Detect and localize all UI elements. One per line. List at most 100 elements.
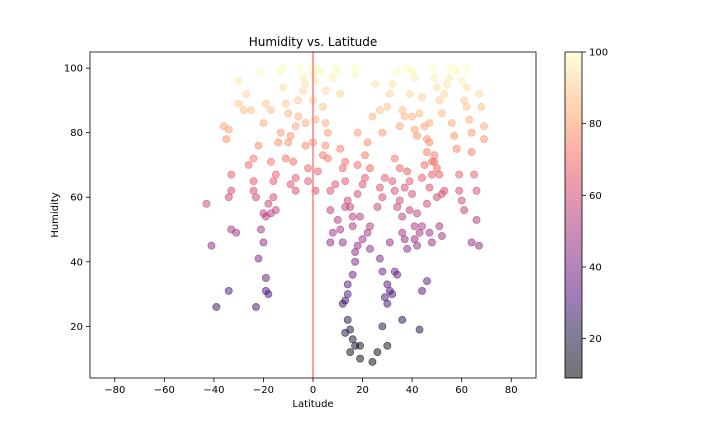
data-point bbox=[242, 90, 250, 98]
data-point bbox=[212, 303, 221, 311]
data-point bbox=[266, 106, 275, 114]
data-point bbox=[338, 299, 347, 308]
data-point bbox=[375, 254, 384, 263]
data-point bbox=[279, 64, 288, 73]
data-point bbox=[388, 80, 397, 89]
data-point bbox=[452, 67, 461, 76]
data-point bbox=[430, 151, 439, 160]
data-point bbox=[388, 290, 397, 298]
data-point bbox=[405, 177, 414, 186]
data-point bbox=[321, 119, 330, 127]
data-point bbox=[224, 193, 233, 202]
data-point bbox=[366, 244, 374, 253]
data-point bbox=[455, 186, 464, 195]
colorbar-tick-label: 60 bbox=[589, 191, 602, 202]
data-point bbox=[323, 128, 332, 137]
data-point bbox=[232, 228, 241, 237]
data-point bbox=[299, 86, 307, 95]
data-point bbox=[383, 341, 392, 350]
data-point bbox=[328, 73, 337, 82]
data-point bbox=[286, 132, 295, 140]
data-point bbox=[366, 164, 374, 173]
data-point bbox=[353, 190, 362, 198]
data-point bbox=[410, 235, 419, 244]
data-point bbox=[259, 238, 268, 247]
data-point bbox=[395, 122, 404, 131]
data-point bbox=[383, 102, 392, 111]
data-point bbox=[227, 170, 236, 179]
data-point bbox=[351, 70, 360, 79]
data-point bbox=[408, 112, 417, 121]
colorbar-tick-label: 80 bbox=[589, 119, 602, 130]
data-point bbox=[358, 180, 367, 189]
data-point bbox=[363, 228, 372, 237]
data-point bbox=[385, 238, 394, 247]
data-point bbox=[378, 322, 387, 331]
data-point bbox=[259, 119, 268, 127]
data-point bbox=[423, 148, 431, 156]
data-point bbox=[447, 119, 456, 127]
data-point bbox=[314, 167, 322, 176]
chart-title: Humidity vs. Latitude bbox=[249, 35, 378, 49]
data-point bbox=[423, 277, 431, 286]
data-point bbox=[380, 173, 389, 182]
data-point bbox=[425, 183, 434, 192]
data-point bbox=[301, 80, 310, 89]
data-point bbox=[271, 170, 280, 179]
data-point bbox=[351, 248, 360, 257]
y-tick-label: 80 bbox=[70, 128, 83, 139]
data-point bbox=[398, 106, 407, 114]
x-tick-label: 40 bbox=[406, 385, 419, 396]
data-point bbox=[336, 144, 345, 153]
data-point bbox=[351, 64, 360, 73]
data-point bbox=[413, 241, 421, 250]
data-point bbox=[425, 228, 434, 237]
data-point bbox=[264, 199, 273, 208]
data-point bbox=[358, 235, 367, 244]
data-point bbox=[415, 228, 424, 237]
data-point bbox=[388, 177, 397, 186]
data-point bbox=[435, 96, 444, 105]
data-point bbox=[304, 177, 312, 186]
data-point bbox=[460, 206, 469, 215]
x-tick-label: −80 bbox=[104, 385, 125, 396]
data-point bbox=[363, 138, 372, 147]
x-axis: −80 −60 −40 −20 0 20 40 60 80 bbox=[104, 378, 518, 396]
data-point bbox=[423, 135, 431, 144]
x-tick-label: 20 bbox=[356, 385, 369, 396]
data-point bbox=[390, 154, 399, 163]
data-point bbox=[294, 112, 303, 121]
data-point bbox=[375, 183, 384, 192]
data-point bbox=[343, 196, 352, 205]
data-point bbox=[234, 99, 243, 108]
y-tick-label: 60 bbox=[70, 193, 83, 204]
data-point bbox=[353, 161, 362, 169]
data-point bbox=[301, 141, 310, 150]
data-point bbox=[353, 241, 362, 250]
data-point bbox=[321, 141, 330, 150]
data-point bbox=[403, 167, 412, 176]
data-point bbox=[328, 228, 337, 237]
data-point bbox=[410, 125, 419, 134]
data-point bbox=[274, 138, 283, 147]
data-point bbox=[351, 257, 360, 266]
data-point bbox=[338, 164, 347, 173]
data-point bbox=[430, 73, 439, 82]
data-point bbox=[316, 67, 325, 76]
data-point bbox=[383, 299, 392, 308]
data-point bbox=[281, 154, 290, 163]
colorbar-frame bbox=[564, 51, 583, 379]
data-point bbox=[457, 77, 466, 85]
data-point bbox=[269, 193, 278, 202]
data-point bbox=[403, 244, 412, 253]
data-point bbox=[400, 235, 409, 244]
colorbar-tick-label: 20 bbox=[589, 334, 602, 345]
data-point bbox=[304, 164, 312, 173]
x-tick-label: −20 bbox=[253, 385, 274, 396]
data-point bbox=[234, 77, 243, 85]
data-point bbox=[393, 270, 402, 279]
data-point bbox=[462, 64, 471, 73]
data-point bbox=[428, 170, 436, 179]
data-point bbox=[437, 109, 446, 118]
data-point bbox=[326, 186, 335, 195]
